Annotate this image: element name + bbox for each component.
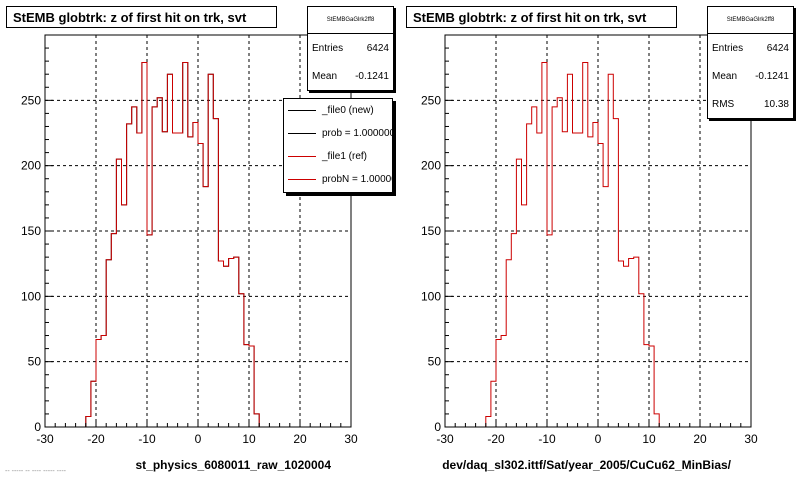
- y-tick-label: 100: [21, 289, 41, 303]
- histogram-plot-ref: -30 -20 -10 0 10 20 30 0 50 100 150 200 250 dev/daq_s…: [421, 34, 758, 472]
- legend-swatch: [288, 133, 316, 134]
- x-tick-label: 0: [195, 432, 202, 446]
- stats-mean-label: Mean: [712, 70, 738, 82]
- x-tick-label: 30: [744, 432, 758, 446]
- stats-entries-label: Entries: [312, 42, 344, 54]
- stats-entries-value: 6424: [766, 42, 789, 54]
- stats-box: StEMBGaGlrk2ff8 Entries 6424 Mean -0.124…: [707, 6, 794, 119]
- y-tick-label: 0: [434, 420, 441, 434]
- stats-mean: Mean -0.1241: [308, 62, 393, 90]
- x-tick-label: -10: [138, 432, 156, 446]
- x-axis-label: st_physics_6080011_raw_1020004: [135, 458, 331, 472]
- stats-mean-value: -0.1241: [355, 70, 389, 82]
- legend-swatch: [288, 179, 316, 180]
- stats-rms-value: 10.38: [763, 98, 789, 110]
- x-tick-label: 20: [293, 432, 307, 446]
- y-tick-label: 150: [21, 224, 41, 238]
- stats-rms: RMS 10.38: [708, 90, 793, 118]
- histogram-panel-new: -30 -20 -10 0 10 20 30 0 50 100 150 200 250 st_physic…: [0, 0, 400, 480]
- legend-entry-ref: _file1 (ref): [284, 145, 392, 168]
- stats-header: StEMBGaGlrk2ff8: [308, 7, 393, 34]
- x-tick-label: 30: [344, 432, 358, 446]
- y-tick-label: 50: [28, 355, 42, 369]
- legend-label: probN = 1.000000: [322, 174, 392, 185]
- legend-label: _file0 (new): [322, 105, 374, 116]
- histogram-panel-ref: -30 -20 -10 0 10 20 30 0 50 100 150 200 250 dev/daq_s…: [400, 0, 800, 480]
- stats-mean-value: -0.1241: [755, 70, 789, 82]
- x-axis-label: dev/daq_sl302.ittf/Sat/year_2005/CuCu62_…: [442, 458, 731, 472]
- stats-mean: Mean -0.1241: [708, 62, 793, 90]
- stats-entries-value: 6424: [366, 42, 389, 54]
- plot-title: StEMB globtrk: z of first hit on trk, sv…: [406, 6, 677, 28]
- legend-entry-new: _file0 (new): [284, 99, 392, 122]
- stats-box: StEMBGaGlrk2ff8 Entries 6424 Mean -0.124…: [307, 6, 394, 91]
- x-tick-label: 0: [595, 432, 602, 446]
- y-tick-label: 200: [21, 159, 41, 173]
- stats-entries: Entries 6424: [308, 34, 393, 62]
- legend-swatch: [288, 110, 316, 111]
- legend-label: _file1 (ref): [322, 151, 368, 162]
- y-tick-label: 50: [428, 355, 442, 369]
- y-tick-label: 250: [421, 93, 441, 107]
- footer-note: -- ----- -- ---- ----- ----: [5, 468, 67, 475]
- stats-mean-label: Mean: [312, 70, 338, 82]
- stats-header: StEMBGaGlrk2ff8: [708, 7, 793, 34]
- x-tick-label: 10: [642, 432, 656, 446]
- x-tick-label: 20: [693, 432, 707, 446]
- y-tick-label: 150: [421, 224, 441, 238]
- stats-rms-label: RMS: [712, 98, 735, 110]
- x-tick-label: -20: [487, 432, 505, 446]
- x-tick-label: -10: [538, 432, 556, 446]
- legend-swatch: [288, 156, 316, 157]
- x-tick-label: -20: [87, 432, 105, 446]
- legend-entry-probn: probN = 1.000000: [284, 168, 392, 191]
- y-tick-label: 100: [421, 289, 441, 303]
- legend-entry-prob: prob = 1.000000: [284, 122, 392, 145]
- plot-title: StEMB globtrk: z of first hit on trk, sv…: [6, 6, 277, 28]
- legend: _file0 (new) prob = 1.000000 _file1 (ref…: [283, 98, 393, 193]
- y-tick-label: 250: [21, 93, 41, 107]
- y-tick-label: 200: [421, 159, 441, 173]
- x-tick-label: -30: [436, 432, 454, 446]
- stats-entries-label: Entries: [712, 42, 744, 54]
- x-tick-label: -30: [36, 432, 54, 446]
- x-tick-label: 10: [242, 432, 256, 446]
- histogram-plot-new: -30 -20 -10 0 10 20 30 0 50 100 150 200 250 st_physic…: [21, 34, 358, 472]
- legend-label: prob = 1.000000: [322, 128, 393, 139]
- y-tick-label: 0: [34, 420, 41, 434]
- stats-entries: Entries 6424: [708, 34, 793, 62]
